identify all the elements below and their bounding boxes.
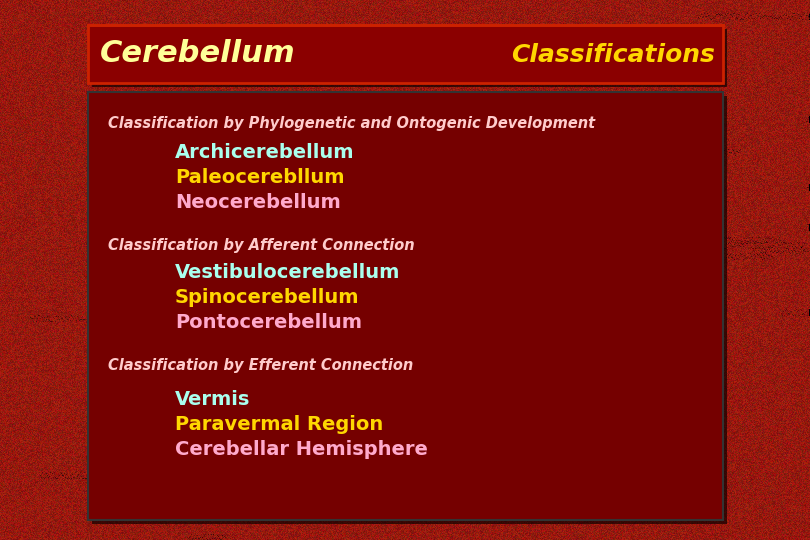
Text: Classification by Efferent Connection: Classification by Efferent Connection	[108, 358, 413, 373]
Text: Paleocerebllum: Paleocerebllum	[175, 168, 344, 187]
Bar	[88, 25, 723, 83]
Text: Paravermal Region: Paravermal Region	[175, 415, 383, 434]
Text: Classification by Afferent Connection: Classification by Afferent Connection	[108, 238, 415, 253]
Bar	[92, 96, 727, 524]
Text: Spinocerebellum: Spinocerebellum	[175, 288, 360, 307]
Text: Cerebellum: Cerebellum	[100, 39, 296, 68]
Text: Pontocerebellum: Pontocerebellum	[175, 313, 362, 332]
Text: Vestibulocerebellum: Vestibulocerebellum	[175, 263, 400, 282]
Text: Cerebellar Hemisphere: Cerebellar Hemisphere	[175, 440, 428, 459]
Bar	[92, 29, 727, 87]
Text: Archicerebellum: Archicerebellum	[175, 143, 355, 162]
Bar	[88, 92, 723, 520]
Text: Vermis: Vermis	[175, 390, 250, 409]
Text: Classifications: Classifications	[511, 43, 715, 67]
Text: Classification by Phylogenetic and Ontogenic Development: Classification by Phylogenetic and Ontog…	[108, 116, 595, 131]
Text: Neocerebellum: Neocerebellum	[175, 193, 341, 212]
